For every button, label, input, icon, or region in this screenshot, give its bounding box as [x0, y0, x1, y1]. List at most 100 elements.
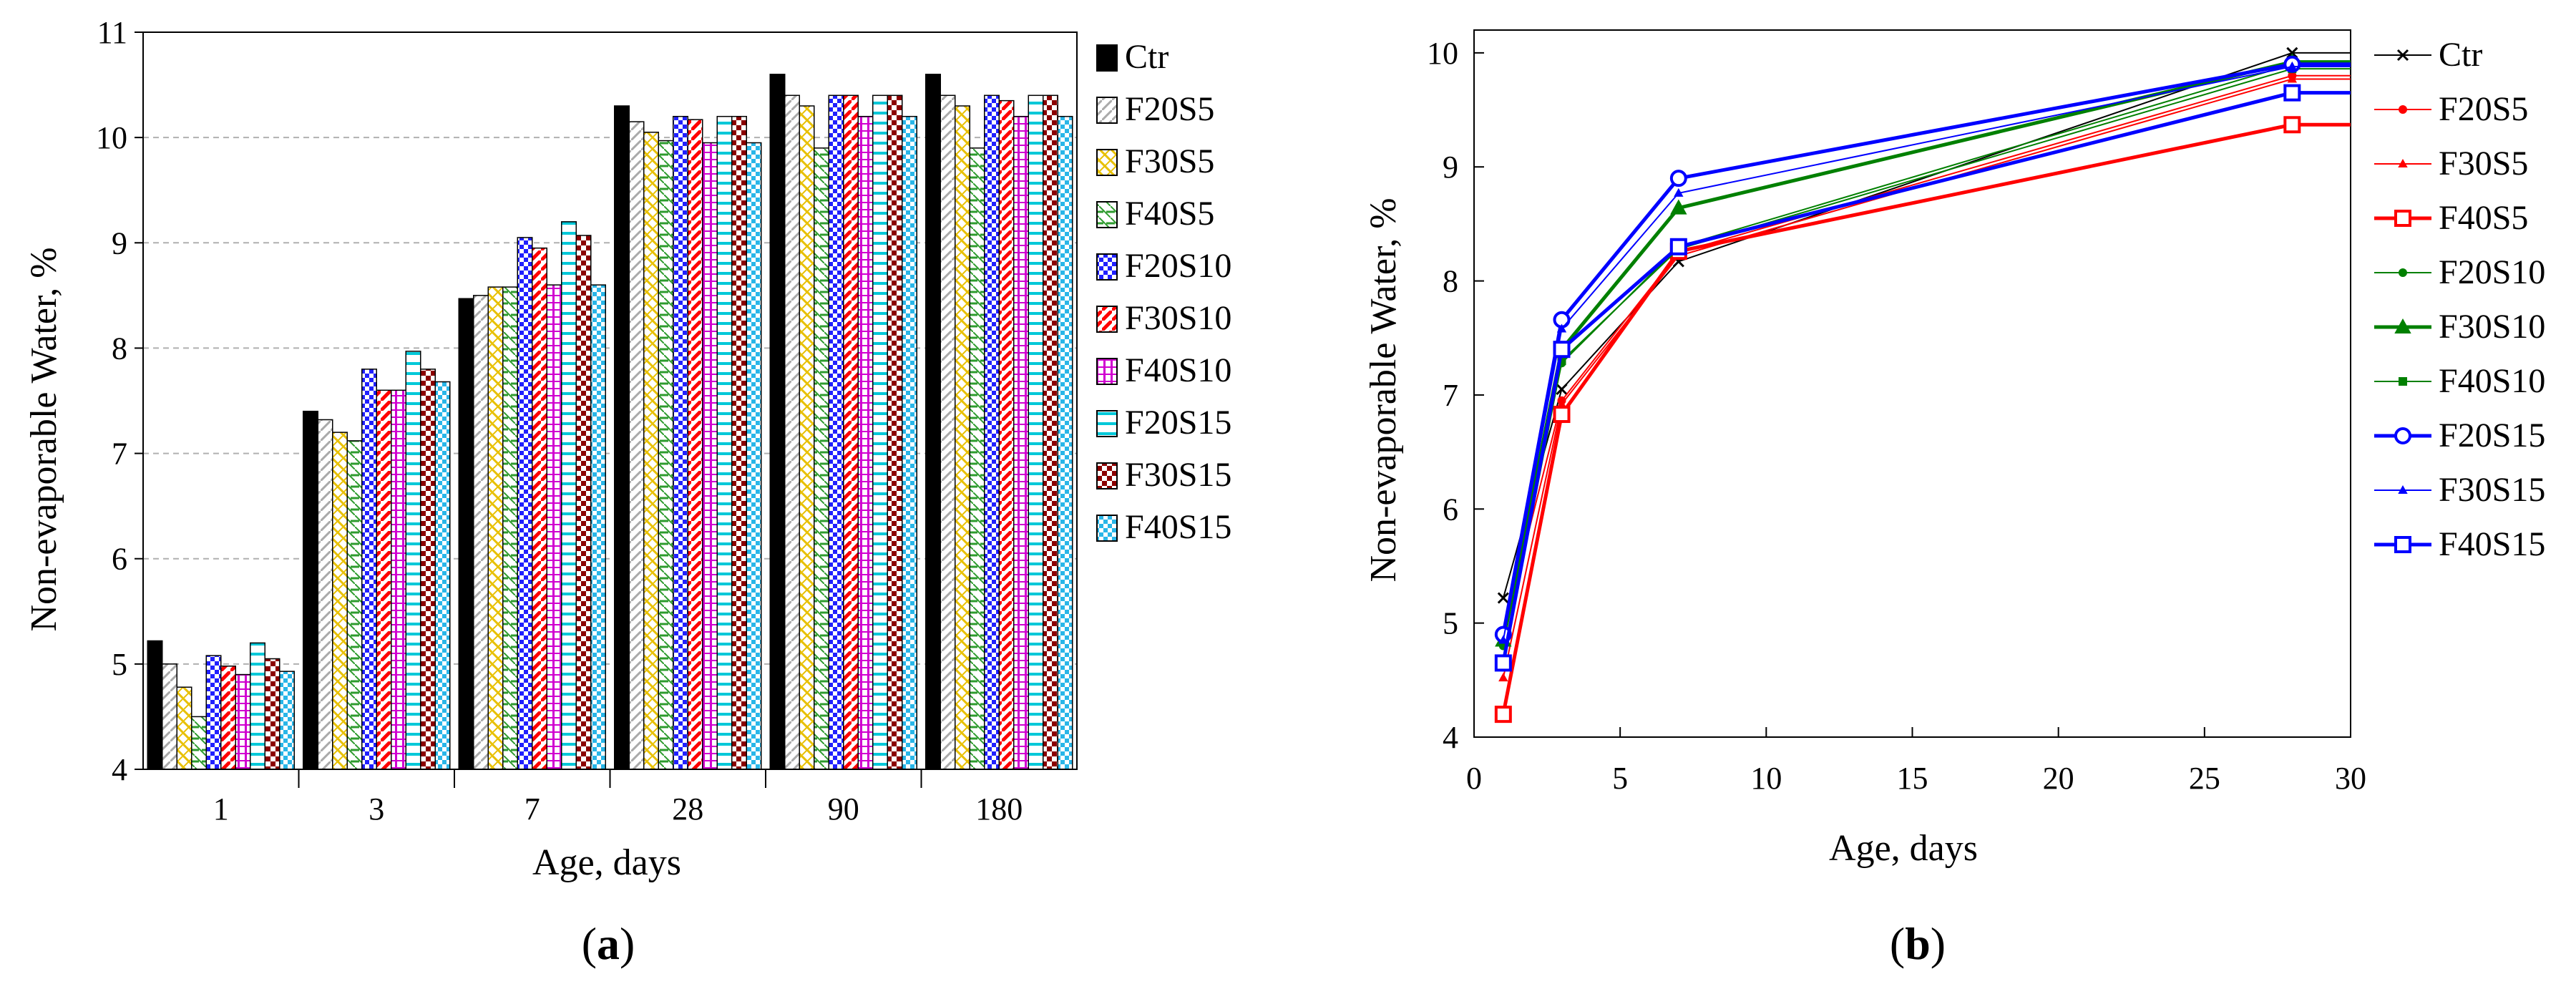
b-point-ctr-day-28 — [2286, 47, 2298, 59]
bar-f40s5-age-3 — [346, 440, 363, 770]
b-x-tick-label: 0 — [1466, 761, 1482, 796]
bar-f40s5-age-28 — [658, 140, 674, 770]
a-y-tick-label: 6 — [112, 542, 127, 577]
bar-f30s5-age-7 — [487, 286, 504, 770]
bar-f20s15-age-90 — [872, 94, 888, 770]
b-point-f30s15-day-1 — [1498, 635, 1508, 644]
a-legend-label-f40s15: F40S15 — [1125, 508, 1231, 546]
a-y-tick-label: 7 — [112, 437, 127, 472]
a-legend-swatch-f30s10 — [1096, 306, 1118, 333]
bar-f40s10-age-3 — [391, 389, 406, 770]
a-y-tick-label: 11 — [97, 15, 127, 50]
b-point-f40s15-day-3 — [1553, 341, 1571, 359]
bar-f40s10-age-180 — [1013, 115, 1029, 770]
b-legend-label-f30s10: F30S10 — [2439, 308, 2545, 346]
a-x-axis-title: Age, days — [532, 842, 681, 883]
b-point-f30s5-day-1 — [1498, 673, 1508, 682]
a-legend-label-f30s5: F30S5 — [1125, 142, 1214, 180]
b-line-f30s5 — [1502, 78, 2351, 678]
bar-f20s5-age-180 — [940, 94, 956, 770]
b-legend-label-f40s15: F40S15 — [2439, 525, 2545, 563]
bar-f40s5-age-7 — [502, 286, 518, 770]
b-line-f30s15 — [1502, 65, 2351, 640]
bar-f20s10-age-90 — [828, 94, 844, 770]
b-x-tick-label: 20 — [2043, 761, 2074, 796]
bar-f30s10-age-1 — [220, 666, 236, 770]
bar-ctr-age-90 — [769, 74, 786, 770]
b-point-ctr-day-1 — [1497, 592, 1509, 604]
b-legend-marker-f30s10 — [2394, 318, 2411, 333]
bar-f40s15-age-28 — [746, 142, 762, 770]
b-legend-label-f20s5: F20S5 — [2439, 90, 2528, 128]
bar-f20s10-age-180 — [984, 94, 1000, 770]
b-legend-marker-f20s15 — [2394, 427, 2411, 444]
a-x-tick-label: 180 — [975, 791, 1023, 827]
bar-f30s15-age-3 — [420, 369, 436, 770]
b-legend-marker-f20s10 — [2399, 268, 2407, 277]
bar-f20s10-age-28 — [673, 115, 688, 770]
b-y-tick-label: 6 — [1443, 492, 1458, 527]
b-y-tick-label: 10 — [1427, 36, 1458, 71]
b-x-tick-labels: 0 5 10 15 20 25 30 — [1466, 761, 2366, 796]
b-y-tick-label: 4 — [1443, 720, 1458, 755]
bar-ctr-age-1 — [147, 640, 163, 770]
b-legend-marker-f30s5 — [2398, 158, 2408, 167]
bar-f30s5-age-3 — [332, 432, 348, 770]
b-line-f40s10 — [1502, 68, 2351, 663]
a-x-tick-labels: 1 3 7 28 90 180 — [213, 791, 1023, 827]
b-line-f40s15 — [1501, 91, 2351, 663]
a-legend-label-f30s15: F30S15 — [1125, 456, 1231, 494]
b-line-f20s10 — [1502, 63, 2351, 646]
a-legend-swatch-f20s5 — [1096, 97, 1118, 124]
b-line-ctr — [1502, 52, 2351, 598]
bar-ctr-age-28 — [614, 105, 630, 770]
b-point-f30s10-day-7 — [1670, 199, 1687, 215]
b-point-f30s15-day-7 — [1674, 187, 1684, 197]
bar-f20s15-age-1 — [250, 642, 265, 770]
b-point-f40s5-day-3 — [1553, 406, 1571, 424]
bar-f40s5-age-180 — [969, 147, 985, 770]
bar-f20s10-age-3 — [361, 369, 377, 770]
a-legend-swatch-f40s15 — [1096, 515, 1118, 542]
a-legend-label-f20s10: F20S10 — [1125, 247, 1231, 285]
b-legend-marker-ctr — [2396, 49, 2409, 62]
a-x-tick-label: 28 — [672, 791, 703, 827]
bar-f30s5-age-180 — [955, 105, 970, 770]
b-panel-label: (b) — [1890, 918, 1946, 969]
bar-f20s10-age-1 — [205, 655, 222, 770]
bar-f30s5-age-1 — [176, 686, 192, 770]
a-y-tick-labels: 4 5 6 7 8 9 10 11 — [96, 15, 127, 787]
b-y-axis-title: Non-evaporable Water, % — [1363, 198, 1404, 582]
bar-f20s5-age-7 — [473, 295, 489, 770]
bar-f30s10-age-28 — [687, 119, 703, 770]
bar-f20s5-age-90 — [784, 94, 800, 770]
b-legend-label-f40s5: F40S5 — [2439, 199, 2528, 237]
b-point-ctr-day-3 — [1556, 383, 1568, 396]
b-legend-label-f30s15: F30S15 — [2439, 471, 2545, 509]
b-x-tick-label: 5 — [1612, 761, 1628, 796]
a-legend: Ctr F20S5 F30S5 F40S5 F20S10 F30S10 F40S10 F20S… — [1096, 38, 1231, 546]
b-line-f30s10 — [1501, 60, 2351, 641]
b-x-tick-label: 10 — [1750, 761, 1782, 796]
bar-f30s15-age-28 — [731, 115, 747, 770]
a-y-axis-title: Non-evaporable Water, % — [24, 247, 64, 631]
a-y-tick-label: 5 — [112, 647, 127, 682]
a-legend-label-f40s5: F40S5 — [1125, 195, 1214, 233]
a-y-tick-label: 9 — [112, 225, 127, 260]
bar-f40s5-age-90 — [814, 147, 829, 770]
bar-f40s15-age-90 — [902, 115, 917, 770]
a-legend-label-f20s5: F20S5 — [1125, 90, 1214, 128]
bar-f30s5-age-28 — [643, 132, 659, 770]
a-y-tick-label: 8 — [112, 331, 127, 366]
bar-f20s10-age-7 — [517, 237, 533, 770]
bar-f40s15-age-7 — [590, 284, 606, 770]
a-legend-label-f40s10: F40S10 — [1125, 351, 1231, 389]
bar-f40s10-age-90 — [857, 115, 874, 770]
bar-f30s10-age-3 — [376, 389, 392, 770]
a-legend-swatch-ctr — [1096, 44, 1118, 72]
a-x-tick-label: 1 — [213, 791, 229, 827]
bar-f40s5-age-1 — [191, 716, 207, 770]
bar-chart-panel-a: 4 5 6 7 8 9 10 11 1 3 7 28 90 180 Age, days Non-evap… — [24, 15, 1231, 969]
b-point-f40s15-day-28 — [2283, 84, 2301, 102]
